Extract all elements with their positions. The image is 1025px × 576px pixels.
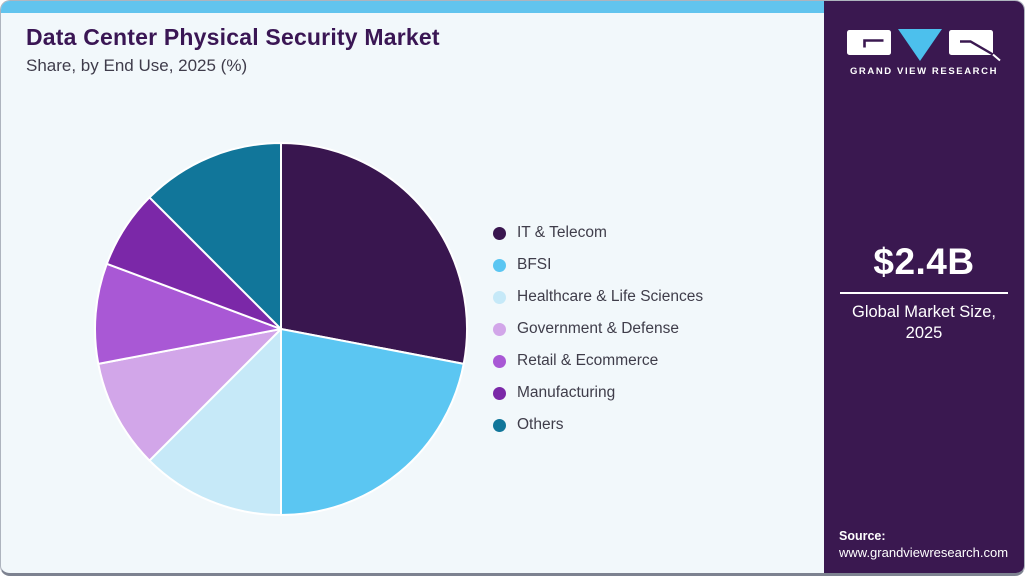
- legend-label: Manufacturing: [517, 384, 616, 401]
- legend-swatch: [493, 258, 506, 272]
- legend-item: Manufacturing: [493, 377, 703, 409]
- legend-swatch: [493, 354, 506, 368]
- legend-item: Others: [493, 409, 703, 441]
- logo-mark: [847, 29, 1001, 62]
- logo-g-block: [847, 30, 891, 55]
- logo-r-tail: [992, 53, 1001, 62]
- pie-slice-0: [280, 142, 468, 365]
- source-block: Source: www.grandviewresearch.com: [839, 529, 1008, 560]
- market-size-label: Global Market Size, 2025: [824, 302, 1024, 343]
- source-label: Source:: [839, 529, 886, 543]
- legend-swatch: [493, 322, 506, 336]
- market-size-divider: [840, 292, 1008, 294]
- legend-item: Government & Defense: [493, 313, 703, 345]
- logo-v-triangle: [898, 29, 942, 61]
- logo-g-mark: [863, 39, 884, 48]
- legend-swatch: [493, 418, 506, 432]
- pie-slice-1: [280, 328, 465, 516]
- pie-slice-4: [94, 262, 282, 365]
- market-size-label-line1: Global Market Size,: [852, 303, 996, 321]
- legend-label: Retail & Ecommerce: [517, 352, 659, 369]
- logo: GRAND VIEW RESEARCH: [824, 28, 1024, 77]
- legend-label: Government & Defense: [517, 320, 679, 337]
- pie-slice-3: [97, 328, 282, 462]
- market-size-label-line2: 2025: [905, 323, 943, 342]
- pie-chart: [94, 142, 468, 516]
- top-accent-bar: [1, 1, 824, 13]
- legend-swatch: [493, 290, 506, 304]
- market-size-value: $2.4B: [873, 241, 975, 282]
- market-size-block: $2.4B Global Market Size, 2025: [824, 241, 1024, 343]
- page-subtitle: Share, by End Use, 2025 (%): [26, 56, 248, 75]
- pie-slice-2: [148, 328, 282, 516]
- legend-label: BFSI: [517, 256, 552, 273]
- source-url: www.grandviewresearch.com: [839, 545, 1009, 560]
- legend-label: Others: [517, 416, 564, 433]
- legend-label: IT & Telecom: [517, 224, 607, 241]
- sidebar: GRAND VIEW RESEARCH $2.4B Global Market …: [824, 1, 1024, 573]
- logo-r-mark: [960, 40, 994, 56]
- legend-item: Retail & Ecommerce: [493, 345, 703, 377]
- legend-item: Healthcare & Life Sciences: [493, 281, 703, 313]
- chart-panel: Data Center Physical Security Market Sha…: [1, 1, 824, 573]
- legend-item: BFSI: [493, 249, 703, 281]
- legend-swatch: [493, 226, 506, 240]
- brand-name: GRAND VIEW RESEARCH: [849, 66, 999, 77]
- page-title: Data Center Physical Security Market: [26, 24, 440, 50]
- legend-swatch: [493, 386, 506, 400]
- legend-item: IT & Telecom: [493, 217, 703, 249]
- legend: IT & Telecom BFSI Healthcare & Life Scienc…: [493, 217, 703, 441]
- legend-label: Healthcare & Life Sciences: [517, 288, 704, 305]
- pie-slice-6: [148, 142, 282, 330]
